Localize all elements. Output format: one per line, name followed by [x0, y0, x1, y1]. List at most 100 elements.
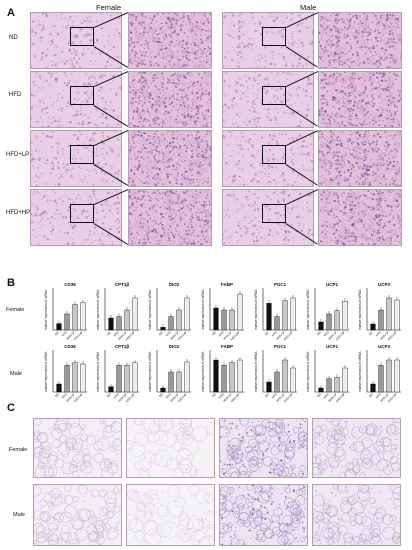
adipose-female-hfd-lp	[219, 418, 308, 478]
bar-hfd-lp	[124, 309, 130, 331]
x-tick-label: HFD+LP	[379, 392, 390, 403]
x-tick-label: HFD+HP	[230, 392, 241, 403]
bar-nd	[213, 307, 219, 331]
adipose-female-nd	[33, 418, 122, 478]
x-tick-label: HFD+LP	[327, 392, 338, 403]
panel-b-label: B	[7, 277, 15, 289]
bar-nd	[160, 387, 166, 393]
bar-chart-ucp3-female: UCP3 relative expression of mRNA ND HFD HFD+…	[358, 282, 402, 341]
histology-lowmag-female-nd	[30, 12, 122, 69]
adipose-male-hfd-hp	[312, 484, 401, 546]
bar-hfd-lp	[282, 359, 288, 393]
bar-hfd	[221, 309, 227, 331]
bar-hfd	[116, 365, 122, 393]
chart-ylabel: relative expression of mRNA	[44, 289, 48, 330]
row-label-male: Male	[10, 371, 22, 377]
bar-chart-cpt1-female: CPT1β relative expression of mRNA ND HFD HFD…	[96, 282, 140, 341]
inset-box-female-hfd	[70, 86, 94, 105]
x-tick-label: ND	[106, 392, 112, 398]
bar-hfd	[378, 365, 384, 393]
x-tick-label: HFD	[375, 330, 382, 337]
chart-ylabel: relative expression of mRNA	[44, 351, 48, 392]
x-tick-label: HFD	[323, 330, 330, 337]
bar-hfd-hp	[394, 359, 400, 393]
inset-box-female-hfd-lp	[70, 145, 94, 164]
bar-hfd-hp	[184, 297, 190, 331]
bar-nd	[266, 303, 272, 331]
x-tick-label: HFD	[61, 330, 68, 337]
x-tick-label: HFD+HP	[177, 392, 188, 403]
histology-lowmag-male-nd	[222, 12, 314, 69]
x-tick-label: ND	[264, 392, 270, 398]
x-tick-label: HFD+HP	[125, 330, 136, 341]
histology-zoom-male-hfd-lp	[318, 130, 402, 187]
histology-zoom-female-nd	[128, 12, 212, 69]
bar-hfd	[274, 371, 280, 393]
chart-title: CPT1β	[114, 282, 130, 287]
histology-lowmag-male-hfd	[222, 71, 314, 128]
chart-title: DIO2	[168, 344, 180, 349]
x-tick-label: ND	[211, 392, 217, 398]
x-tick-label: HFD	[165, 330, 172, 337]
x-tick-label: HFD	[323, 392, 330, 399]
x-tick-label: HFD+LP	[117, 330, 128, 341]
bar-nd	[213, 359, 219, 393]
x-tick-label: HFD+HP	[73, 330, 84, 341]
bar-nd	[108, 386, 114, 393]
bar-hfd-hp	[237, 359, 243, 393]
bar-hfd	[326, 378, 332, 393]
bar-hfd-lp	[282, 300, 288, 331]
x-tick-label: HFD+LP	[65, 392, 76, 403]
x-tick-label: HFD+LP	[222, 392, 233, 403]
row-label-hfd-hp: HFD+HP	[6, 210, 31, 216]
x-tick-label: HFD+LP	[169, 392, 180, 403]
bar-hfd-hp	[394, 299, 400, 331]
bar-hfd-lp	[176, 309, 182, 331]
bar-hfd-hp	[237, 293, 243, 331]
inset-box-female-hfd-hp	[70, 204, 94, 223]
x-tick-label: HFD	[218, 330, 225, 337]
chart-title: CD36	[64, 282, 76, 287]
bar-nd	[160, 327, 166, 331]
bar-chart-pgc1-male: PGC1 relative expression of mRNA ND HFD HFD+…	[254, 344, 298, 403]
histology-zoom-male-nd	[318, 12, 402, 69]
histology-lowmag-female-hfd	[30, 71, 122, 128]
x-tick-label: HFD+LP	[222, 330, 233, 341]
chart-ylabel: relative expression of mRNA	[254, 351, 258, 392]
x-tick-label: ND	[106, 330, 112, 336]
bar-hfd-lp	[386, 297, 392, 331]
x-tick-label: ND	[264, 330, 270, 336]
x-tick-label: HFD+HP	[283, 330, 294, 341]
x-tick-label: ND	[316, 330, 322, 336]
x-tick-label: HFD+HP	[125, 392, 136, 403]
bar-hfd	[168, 371, 174, 393]
bar-hfd	[274, 316, 280, 331]
bar-hfd-hp	[80, 363, 86, 393]
x-tick-label: HFD+LP	[275, 392, 286, 403]
x-tick-label: HFD	[113, 330, 120, 337]
chart-ylabel: relative expression of mRNA	[358, 289, 362, 330]
bar-chart-ucp3-male: UCP3 relative expression of mRNA ND HFD HFD+…	[358, 344, 402, 403]
panel-c-label: C	[7, 402, 15, 414]
histology-zoom-female-hfd-lp	[128, 130, 212, 187]
bar-chart-fabp-female: FABP relative expression of mRNA ND HFD HFD+…	[201, 282, 245, 341]
chart-title: CPT1β	[114, 344, 130, 349]
chart-ylabel: relative expression of mRNA	[201, 351, 205, 392]
x-tick-label: ND	[211, 330, 217, 336]
chart-ylabel: relative expression of mRNA	[96, 351, 100, 392]
x-tick-label: HFD+HP	[73, 392, 84, 403]
bar-hfd	[168, 316, 174, 331]
adipose-male-hfd	[126, 484, 215, 546]
x-tick-label: HFD+HP	[335, 392, 346, 403]
inset-box-male-hfd-lp	[262, 145, 286, 164]
bar-nd	[318, 321, 324, 331]
bar-hfd-hp	[132, 297, 138, 331]
x-tick-label: ND	[158, 392, 164, 398]
bar-hfd-lp	[72, 362, 78, 393]
bar-hfd-lp	[72, 304, 78, 331]
row-label-female-c: Female	[9, 447, 28, 453]
inset-box-male-hfd-hp	[262, 204, 286, 223]
bar-hfd-hp	[290, 297, 296, 331]
x-tick-label: HFD+HP	[177, 330, 188, 341]
chart-title: PGC1	[273, 344, 287, 349]
